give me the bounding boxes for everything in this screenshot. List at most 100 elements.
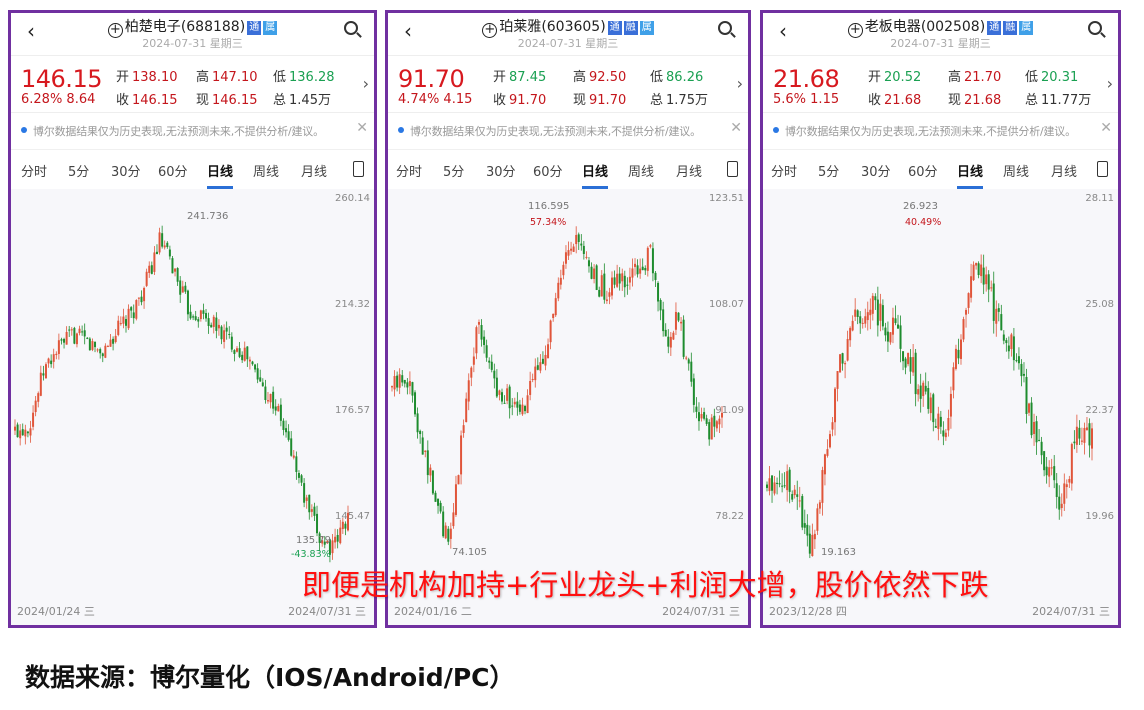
quote-summary[interactable]: 146.15 6.28% 8.64 开 138.10 收 146.15 高 147.1…: [11, 55, 374, 113]
close-icon[interactable]: ✕: [730, 120, 742, 136]
candlestick-chart[interactable]: 123.51 108.07 91.09 78.22 2024/01/16 二 2024…: [388, 189, 748, 625]
tab-3[interactable]: 60分: [533, 165, 563, 180]
tab-4[interactable]: 日线: [582, 161, 609, 189]
candle-body: [536, 365, 539, 370]
open-cell: 开 87.45: [493, 70, 547, 85]
tab-2[interactable]: 30分: [486, 165, 516, 180]
candle-body: [130, 307, 133, 311]
tab-6[interactable]: 月线: [1051, 165, 1078, 180]
candle-body: [886, 331, 889, 342]
chevron-right-icon[interactable]: ›: [362, 74, 369, 93]
info-dot-icon: [773, 127, 779, 133]
candle-body: [511, 405, 514, 407]
candle-body: [718, 418, 721, 425]
candle-body: [501, 392, 503, 402]
candle-body: [672, 332, 675, 340]
low-marker-label: 135.79: [296, 535, 331, 546]
add-watchlist-icon[interactable]: +: [847, 23, 863, 38]
candle-body: [300, 475, 303, 483]
candle-body: [140, 296, 143, 303]
add-watchlist-icon[interactable]: +: [482, 23, 498, 38]
candle-body: [91, 341, 94, 350]
candle-body: [44, 364, 47, 379]
close-cell: 收 91.70: [493, 93, 547, 108]
back-icon[interactable]: ‹: [404, 19, 412, 43]
tab-2[interactable]: 30分: [111, 165, 141, 180]
tab-0[interactable]: 分时: [396, 165, 423, 180]
weekday: 星期三: [585, 37, 619, 50]
candle-body: [1055, 483, 1058, 498]
add-watchlist-icon[interactable]: +: [107, 23, 123, 38]
tab-1[interactable]: 5分: [68, 165, 90, 180]
current-price: 91.70: [398, 65, 465, 93]
rotate-screen-icon[interactable]: [727, 161, 738, 177]
candle-body: [1078, 427, 1081, 439]
candle-body: [859, 316, 862, 324]
candle-body: [1020, 363, 1023, 377]
close-icon[interactable]: ✕: [1100, 120, 1112, 136]
chevron-right-icon[interactable]: ›: [1106, 74, 1113, 93]
tab-6[interactable]: 月线: [301, 165, 328, 180]
candle-body: [1012, 336, 1015, 361]
tab-1[interactable]: 5分: [818, 165, 840, 180]
price-change: 4.74% 4.15: [398, 92, 473, 107]
back-icon[interactable]: ‹: [27, 19, 35, 43]
tab-3[interactable]: 60分: [908, 165, 938, 180]
candle-body: [623, 275, 626, 288]
candle-body: [664, 329, 667, 337]
quote-summary[interactable]: 21.68 5.6% 1.15 开 20.52 收 21.68 高 21.70 现 21…: [763, 55, 1118, 113]
back-icon[interactable]: ‹: [779, 19, 787, 43]
candle-body: [444, 525, 447, 539]
candle-body: [488, 360, 491, 363]
candle-body: [114, 335, 117, 343]
y-tick: 91.09: [715, 405, 744, 416]
candle-body: [101, 353, 104, 357]
header: ‹ + 老板电器(002508) 通融属 2024-07-31 星期三: [763, 13, 1118, 53]
weekday: 星期三: [209, 37, 243, 50]
chevron-right-icon[interactable]: ›: [736, 74, 743, 93]
candle-body: [526, 395, 529, 414]
candle-body: [927, 388, 930, 409]
search-icon[interactable]: [718, 21, 732, 35]
candle-body: [841, 353, 844, 364]
high-cell: 高 92.50: [573, 70, 627, 85]
candlestick-chart[interactable]: 260.14 214.32 176.57 145.47 2024/01/24 三 20…: [11, 189, 374, 625]
candle-body: [631, 268, 634, 278]
tab-0[interactable]: 分时: [771, 165, 798, 180]
tab-4[interactable]: 日线: [207, 161, 234, 189]
candle-body: [603, 273, 606, 300]
rotate-screen-icon[interactable]: [1097, 161, 1108, 177]
tab-3[interactable]: 60分: [158, 165, 188, 180]
candle-body: [821, 470, 824, 503]
stock-name: 柏楚电子: [124, 19, 181, 35]
tab-1[interactable]: 5分: [443, 165, 465, 180]
candle-body: [534, 366, 537, 381]
tab-0[interactable]: 分时: [21, 165, 48, 180]
candle-body: [914, 352, 917, 395]
rotate-screen-icon[interactable]: [353, 161, 364, 177]
tab-2[interactable]: 30分: [861, 165, 891, 180]
open-cell: 开 138.10: [116, 70, 178, 85]
candle-body: [336, 534, 339, 542]
disclaimer-text: 博尔数据结果仅为历史表现,无法预测未来,不提供分析/建议。: [785, 125, 1076, 138]
tab-4[interactable]: 日线: [957, 161, 984, 189]
candle-body: [1025, 376, 1028, 414]
tab-5[interactable]: 周线: [628, 165, 655, 180]
candlestick-chart[interactable]: 28.11 25.08 22.37 19.96 2023/12/28 四 2024/0…: [763, 189, 1118, 625]
candle-body: [1010, 334, 1013, 350]
candle-body: [1060, 503, 1063, 509]
tab-5[interactable]: 周线: [1003, 165, 1030, 180]
search-icon[interactable]: [344, 21, 358, 35]
tab-5[interactable]: 周线: [253, 165, 280, 180]
candle-body: [721, 412, 723, 418]
search-icon[interactable]: [1088, 21, 1102, 35]
tab-6[interactable]: 月线: [676, 165, 703, 180]
y-tick: 214.32: [335, 299, 370, 310]
candle-body: [708, 422, 711, 440]
candle-body: [1088, 423, 1091, 446]
close-icon[interactable]: ✕: [356, 120, 368, 136]
candle-body: [667, 336, 670, 347]
candle-body: [125, 319, 127, 326]
candle-body: [687, 359, 690, 364]
